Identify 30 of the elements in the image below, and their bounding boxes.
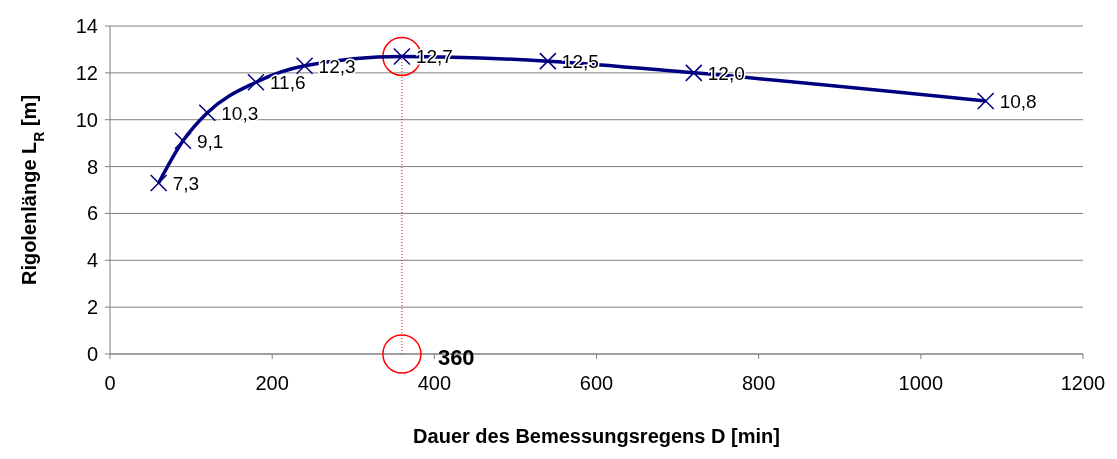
point <box>247 73 265 91</box>
x-tick-label: 1000 <box>898 372 944 394</box>
data-label: 10,3 <box>221 102 259 124</box>
point <box>174 132 192 150</box>
x-tick-label: 1200 <box>1060 372 1106 394</box>
data-label: 7,3 <box>172 172 200 194</box>
ref-line-label: 360 <box>437 345 475 370</box>
y-tick-label: 12 <box>75 61 98 84</box>
y-tick-label: 10 <box>75 108 98 131</box>
y-tick-label: 0 <box>86 343 98 365</box>
x-tick-label: 0 <box>104 372 116 394</box>
y-tick-label: 14 <box>75 15 98 37</box>
y-tick-label: 4 <box>86 249 98 272</box>
x-tick-label: 400 <box>417 372 452 394</box>
data-label: 9,1 <box>196 130 224 152</box>
x-tick-label: 200 <box>255 372 289 394</box>
point <box>976 92 995 110</box>
data-label: 11,6 <box>269 72 306 94</box>
data-label: 10,8 <box>999 90 1037 112</box>
y-tick-label: 8 <box>86 155 98 178</box>
point <box>685 64 703 82</box>
x-axis-title: Dauer des Bemessungsregens D [min] <box>413 425 780 447</box>
point <box>149 174 168 192</box>
point <box>295 57 314 75</box>
x-tick-label: 800 <box>741 372 776 394</box>
x-tick-label: 600 <box>579 372 614 394</box>
y-tick-label: 6 <box>86 202 98 225</box>
point <box>539 52 557 70</box>
y-tick-label: 2 <box>86 296 98 319</box>
data-label: 12,3 <box>318 55 356 77</box>
